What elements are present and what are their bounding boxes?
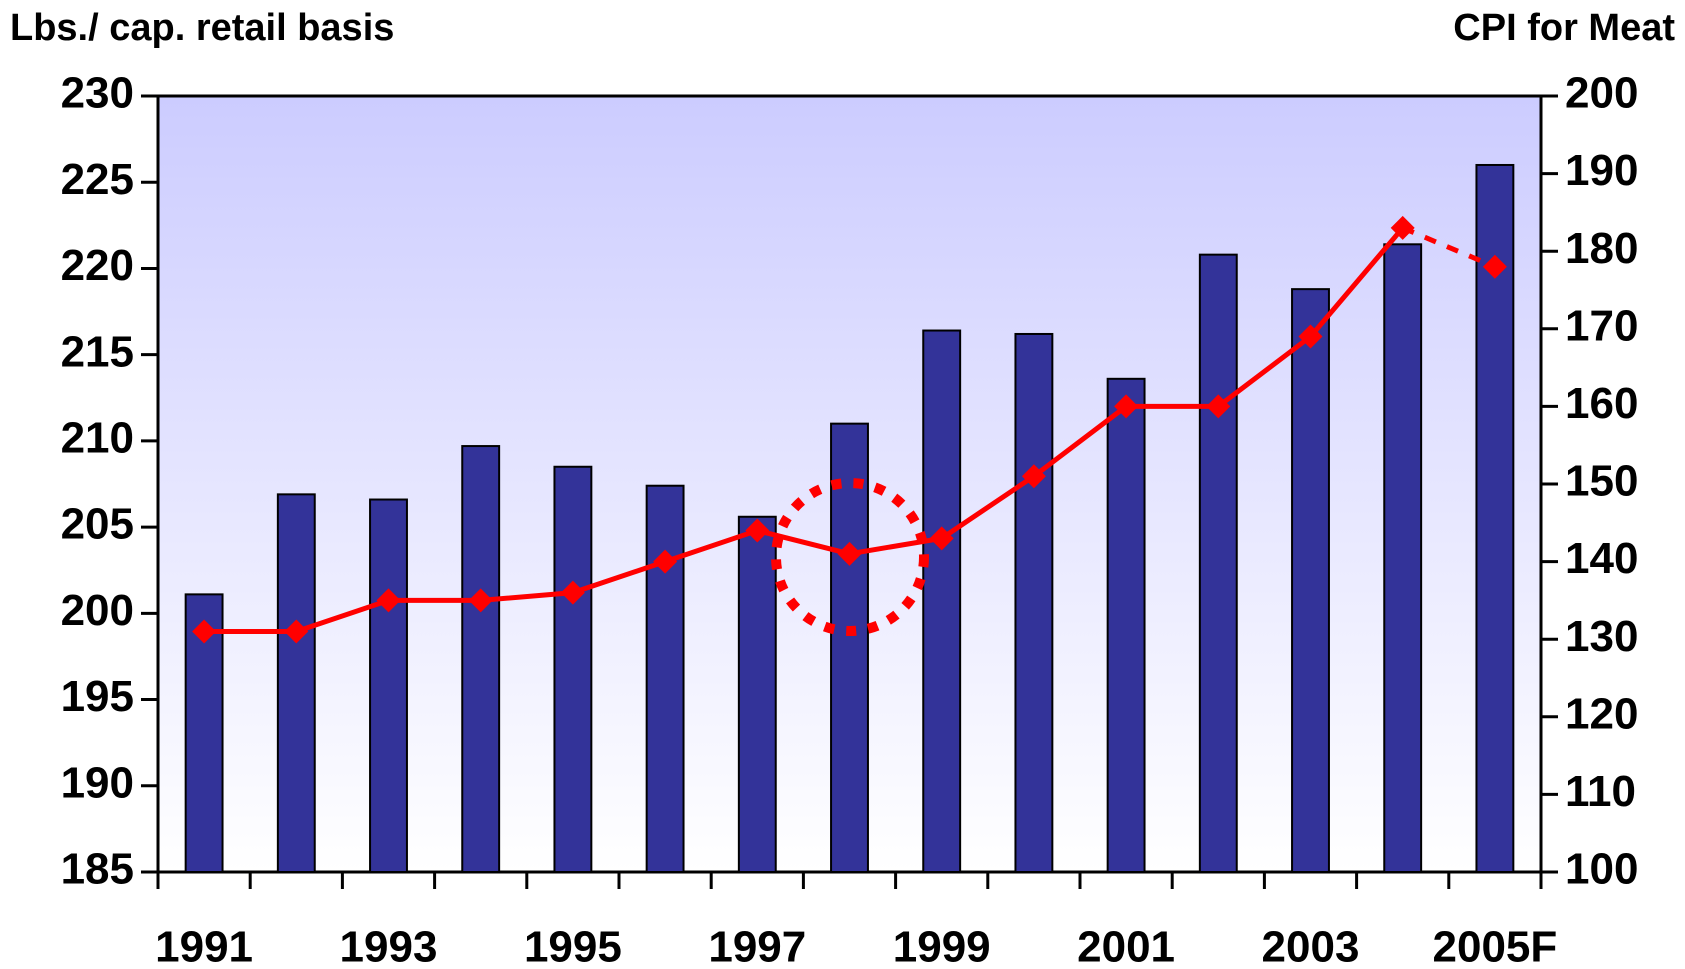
y-tick-label: 220 [61,241,134,290]
marker [468,588,493,613]
y2-tick-label: 150 [1565,457,1638,506]
bar [830,422,869,873]
y2-tick-label: 130 [1565,612,1638,661]
marker [376,588,401,613]
marker [560,580,585,605]
bar [553,465,593,873]
marker [192,619,217,644]
y-tick-label: 200 [61,586,134,635]
bar [1014,332,1054,873]
y-tick-label: 210 [61,414,134,463]
bar [1383,243,1423,873]
y-tick-label: 205 [61,500,134,549]
marker [653,549,678,574]
x-tick-label: 1997 [708,923,806,969]
bar [461,445,501,873]
marker [929,526,954,551]
marker [837,541,862,566]
y2-tick-label: 190 [1565,146,1638,195]
marker [1390,215,1415,240]
bar [369,498,408,873]
x-tick-label: 1995 [524,923,622,969]
y2-tick-label: 200 [1565,69,1638,118]
line-dashed [1401,225,1496,270]
bar [645,484,685,873]
x-tick-label: 2001 [1077,923,1175,969]
x-tick-label: 1993 [340,923,438,969]
bar [1475,163,1515,873]
bar [922,329,962,874]
bar [737,515,777,874]
right-axis-title: CPI for Meat [1453,7,1675,49]
x-tick-label: 2003 [1262,923,1360,969]
marker [1021,464,1046,489]
marker [1298,324,1323,349]
y2-tick-label: 120 [1565,689,1638,738]
y2-tick-label: 160 [1565,379,1638,428]
bar [276,493,316,873]
x-tick-label: 1991 [155,923,253,969]
y-tick-label: 185 [61,845,134,894]
y-tick-label: 215 [61,327,134,376]
left-axis-title: Lbs./ cap. retail basis [10,7,394,49]
y2-tick-label: 110 [1565,767,1636,816]
bar [1291,288,1330,874]
marker [1206,394,1231,419]
marker [1114,394,1139,419]
marker [284,619,309,644]
y2-tick-label: 140 [1565,534,1638,583]
y-tick-label: 195 [61,672,134,721]
y2-tick-label: 180 [1565,224,1638,273]
bar [184,593,224,873]
marker [745,518,770,543]
y-tick-label: 225 [61,155,134,204]
highlight-circle [771,478,929,636]
y-tick-label: 190 [61,758,134,807]
x-tick-label: 1999 [893,923,991,969]
bar [1106,377,1146,873]
line [204,226,1405,634]
bar [1198,253,1238,874]
marker [1482,254,1507,279]
y-tick-label: 230 [61,69,134,118]
y2-tick-label: 170 [1565,301,1638,350]
x-tick-label: 2005F [1433,923,1558,969]
y2-tick-label: 100 [1565,845,1638,894]
